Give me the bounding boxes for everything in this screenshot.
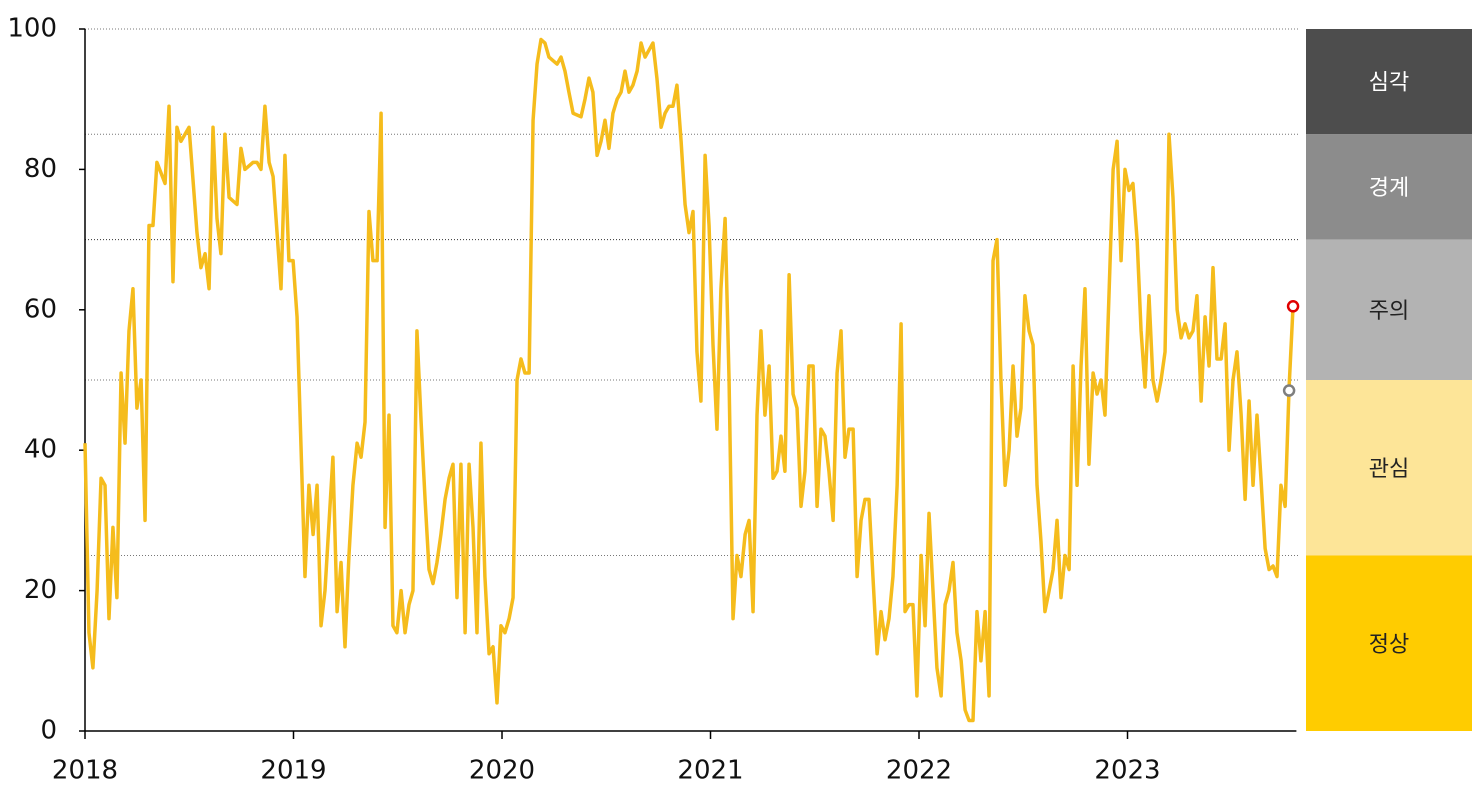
- y-tick-label: 0: [40, 716, 57, 746]
- band-label: 주의: [1369, 299, 1409, 324]
- y-tick-label: 60: [24, 294, 57, 324]
- band: [1306, 239, 1472, 380]
- marker: [1282, 384, 1296, 397]
- y-tick-label: 80: [24, 154, 57, 184]
- data-line: [83, 37, 1295, 723]
- y-tick-label: 40: [24, 435, 57, 465]
- x-tick-label: 2020: [469, 756, 535, 786]
- band: [1306, 134, 1472, 240]
- x-tick-label: 2022: [886, 756, 952, 786]
- band: [1306, 555, 1472, 731]
- x-tick-label: 2021: [677, 756, 743, 786]
- band: [1306, 29, 1472, 135]
- x-tick-label: 2018: [52, 756, 118, 786]
- x-tick-label: 2023: [1094, 756, 1160, 786]
- x-tick-label: 2019: [260, 756, 326, 786]
- band-label: 관심: [1369, 457, 1409, 482]
- y-tick-label: 20: [24, 575, 57, 605]
- band: [1306, 380, 1472, 556]
- y-tick-label: 100: [7, 14, 57, 44]
- band-label: 정상: [1369, 632, 1409, 657]
- marker: [1286, 300, 1300, 313]
- band-label: 심각: [1369, 71, 1409, 96]
- band-label: 경계: [1369, 176, 1409, 201]
